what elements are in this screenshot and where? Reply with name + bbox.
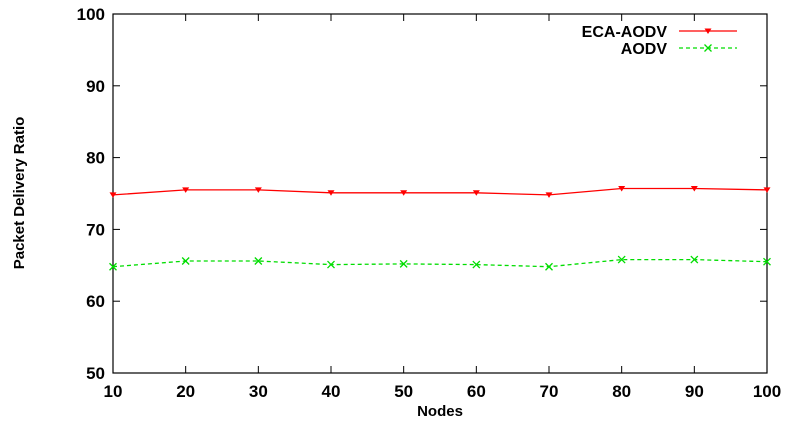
data-point-eca-aodv [763, 187, 771, 193]
x-tick-label: 20 [176, 382, 195, 401]
data-point-eca-aodv [109, 192, 117, 198]
x-tick-label: 30 [249, 382, 268, 401]
axis-ticks: 50 60 70 80 90 100 10 20 30 40 50 60 70 80 90 100 [77, 5, 782, 401]
x-tick-label: 90 [685, 382, 704, 401]
data-point-eca-aodv [327, 190, 335, 196]
data-point-eca-aodv [545, 192, 553, 198]
y-tick-label: 60 [86, 292, 105, 311]
y-axis-title: Packet Delivery Ratio [11, 117, 28, 270]
x-tick-label: 100 [753, 382, 781, 401]
y-tick-label: 50 [86, 364, 105, 383]
y-tick-label: 70 [86, 220, 105, 239]
data-point-aodv [763, 257, 771, 266]
x-tick-label: 50 [394, 382, 413, 401]
x-tick-label: 60 [467, 382, 486, 401]
y-tick-label: 80 [86, 149, 105, 168]
x-tick-label: 70 [540, 382, 559, 401]
series-line-eca-aodv [112, 187, 768, 196]
legend-marker-aodv [704, 44, 712, 52]
y-tick-label: 90 [86, 77, 105, 96]
data-point-aodv [399, 259, 408, 268]
data-point-eca-aodv [690, 185, 698, 192]
data-point-eca-aodv [618, 185, 626, 192]
series-layer [109, 185, 771, 271]
legend-label-aodv: AODV [621, 41, 668, 58]
data-point-eca-aodv [400, 190, 408, 196]
data-point-eca-aodv [182, 187, 190, 193]
data-point-eca-aodv [254, 187, 262, 193]
series-line-aodv [112, 258, 768, 268]
data-point-aodv [181, 257, 190, 265]
legend-marker-eca-aodv [704, 28, 712, 34]
data-point-aodv [109, 262, 117, 271]
data-point-eca-aodv [472, 190, 480, 196]
data-point-aodv [690, 255, 699, 264]
plot-frame [112, 13, 768, 374]
legend-label-eca-aodv: ECA-AODV [582, 24, 668, 41]
data-point-aodv [545, 262, 553, 271]
y-tick-label: 100 [77, 5, 105, 24]
data-point-aodv [472, 260, 481, 269]
x-axis-title: Nodes [417, 403, 463, 420]
data-point-aodv [254, 257, 263, 265]
x-tick-label: 10 [104, 382, 123, 401]
data-point-aodv [327, 260, 335, 269]
x-tick-label: 80 [612, 382, 631, 401]
data-point-aodv [617, 255, 626, 264]
x-tick-label: 40 [322, 382, 341, 401]
